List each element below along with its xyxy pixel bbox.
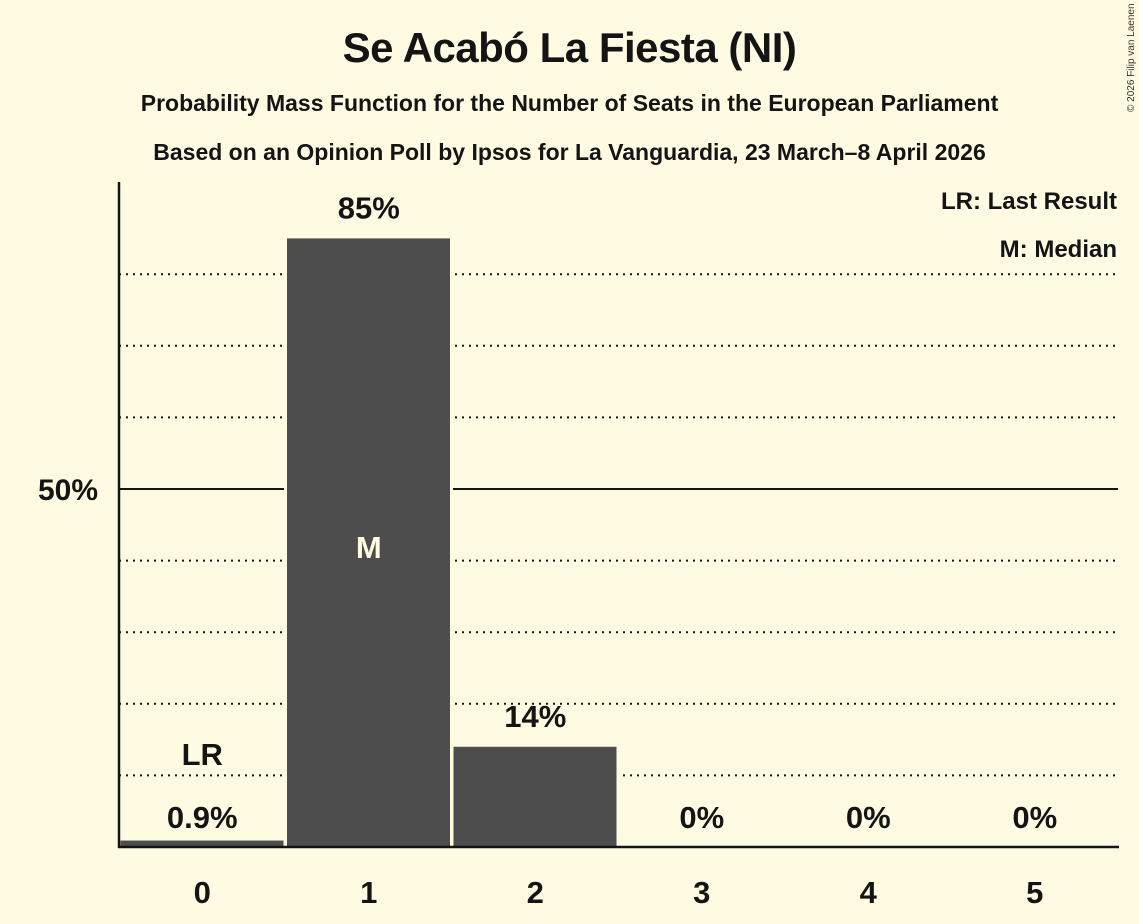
median-marker: M bbox=[356, 530, 382, 565]
last-result-marker: LR bbox=[182, 737, 223, 772]
bars bbox=[117, 238, 620, 847]
x-tick-1: 1 bbox=[360, 875, 377, 910]
chart-title: Se Acabó La Fiesta (NI) bbox=[342, 24, 797, 71]
x-tick-2: 2 bbox=[527, 875, 544, 910]
x-tick-0: 0 bbox=[194, 875, 211, 910]
value-labels: 0.9% 85% 14% 0% 0% 0% LR M bbox=[167, 190, 1057, 835]
value-label-4: 0% bbox=[846, 800, 891, 835]
chart-subtitle: Probability Mass Function for the Number… bbox=[140, 90, 999, 116]
y-tick-label-50: 50% bbox=[38, 474, 98, 507]
bar-2 bbox=[453, 746, 617, 847]
value-label-3: 0% bbox=[679, 800, 724, 835]
value-label-2: 14% bbox=[504, 699, 566, 734]
value-label-5: 0% bbox=[1012, 800, 1057, 835]
x-tick-4: 4 bbox=[860, 875, 878, 910]
legend-last-result: LR: Last Result bbox=[941, 188, 1117, 215]
gridlines bbox=[119, 273, 1118, 777]
legend-median: M: Median bbox=[1000, 236, 1117, 263]
x-tick-3: 3 bbox=[693, 875, 710, 910]
bar-0 bbox=[120, 840, 284, 847]
chart-source: Based on an Opinion Poll by Ipsos for La… bbox=[153, 139, 986, 165]
bar-1 bbox=[287, 238, 450, 847]
x-tick-5: 5 bbox=[1026, 875, 1043, 910]
x-tick-labels: 0 1 2 3 4 5 bbox=[194, 875, 1044, 910]
value-label-0: 0.9% bbox=[167, 800, 238, 835]
value-label-1: 85% bbox=[338, 190, 400, 225]
